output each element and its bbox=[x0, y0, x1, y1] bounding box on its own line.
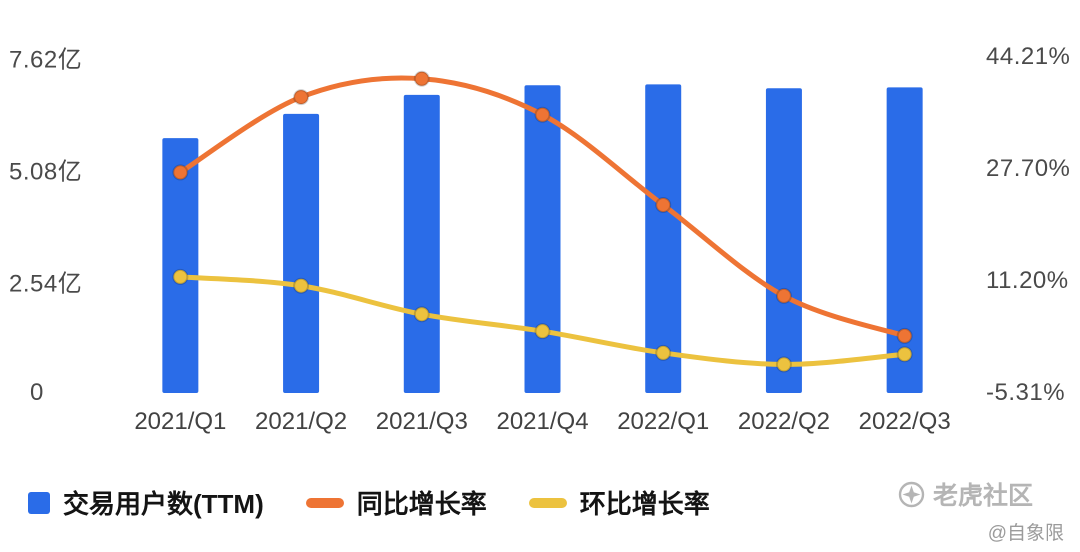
right-axis-tick: -5.31% bbox=[986, 379, 1066, 406]
data-point-marker bbox=[655, 344, 672, 361]
x-axis-label: 2021/Q3 bbox=[375, 408, 468, 435]
bar bbox=[765, 88, 802, 394]
legend-label: 环比增长率 bbox=[579, 489, 710, 519]
data-point-marker bbox=[655, 196, 672, 213]
legend-item-users: 交易用户数(TTM) bbox=[28, 484, 264, 521]
bar bbox=[524, 85, 561, 394]
x-axis-label: 2021/Q2 bbox=[255, 408, 348, 435]
qoq-line-swatch-icon bbox=[528, 497, 567, 508]
watermark-handle: @自象限 bbox=[987, 523, 1064, 544]
x-axis-label: 2022/Q3 bbox=[858, 408, 951, 435]
tiger-logo-icon bbox=[898, 481, 925, 507]
data-point-marker bbox=[534, 106, 551, 123]
right-axis-tick: 27.70% bbox=[986, 155, 1071, 182]
data-point-marker bbox=[896, 346, 913, 363]
watermark: 老虎社区 bbox=[898, 476, 1033, 512]
left-axis-tick: 0 bbox=[30, 379, 44, 406]
x-axis-label: 2022/Q2 bbox=[737, 408, 830, 435]
x-axis-label: 2021/Q1 bbox=[134, 408, 227, 435]
right-axis-tick: 11.20% bbox=[986, 267, 1069, 294]
yoy-line-swatch-icon bbox=[305, 497, 344, 508]
data-point-marker bbox=[293, 89, 310, 106]
data-point-marker bbox=[775, 356, 792, 373]
data-point-marker bbox=[413, 70, 430, 87]
data-point-marker bbox=[293, 277, 310, 294]
left-axis-tick: 2.54亿 bbox=[9, 270, 83, 298]
bar bbox=[283, 113, 320, 393]
x-axis-label: 2021/Q4 bbox=[496, 408, 589, 435]
bar-swatch-icon bbox=[28, 491, 50, 514]
watermark-brand: 老虎社区 bbox=[933, 482, 1034, 510]
data-point-marker bbox=[896, 327, 913, 344]
data-point-marker bbox=[172, 164, 189, 181]
bar bbox=[403, 94, 440, 393]
left-axis-tick: 5.08亿 bbox=[9, 158, 83, 186]
legend-label: 交易用户数(TTM) bbox=[63, 489, 264, 519]
legend-item-qoq: 环比增长率 bbox=[528, 484, 710, 521]
data-point-marker bbox=[172, 268, 189, 285]
right-axis-tick: 44.21% bbox=[986, 43, 1071, 70]
legend-label: 同比增长率 bbox=[356, 489, 487, 519]
bar bbox=[886, 87, 923, 393]
data-point-marker bbox=[534, 323, 551, 340]
legend: 交易用户数(TTM) 同比增长率 环比增长率 bbox=[28, 484, 710, 521]
data-point-marker bbox=[413, 306, 430, 323]
x-axis-label: 2022/Q1 bbox=[617, 408, 710, 435]
legend-item-yoy: 同比增长率 bbox=[305, 484, 487, 521]
bar bbox=[645, 84, 682, 393]
bar bbox=[162, 138, 199, 393]
left-axis-tick: 7.62亿 bbox=[9, 46, 83, 74]
x-axis-labels: 2021/Q1 2021/Q2 2021/Q3 2021/Q4 2022/Q1 … bbox=[120, 408, 965, 436]
data-point-marker bbox=[775, 287, 792, 304]
